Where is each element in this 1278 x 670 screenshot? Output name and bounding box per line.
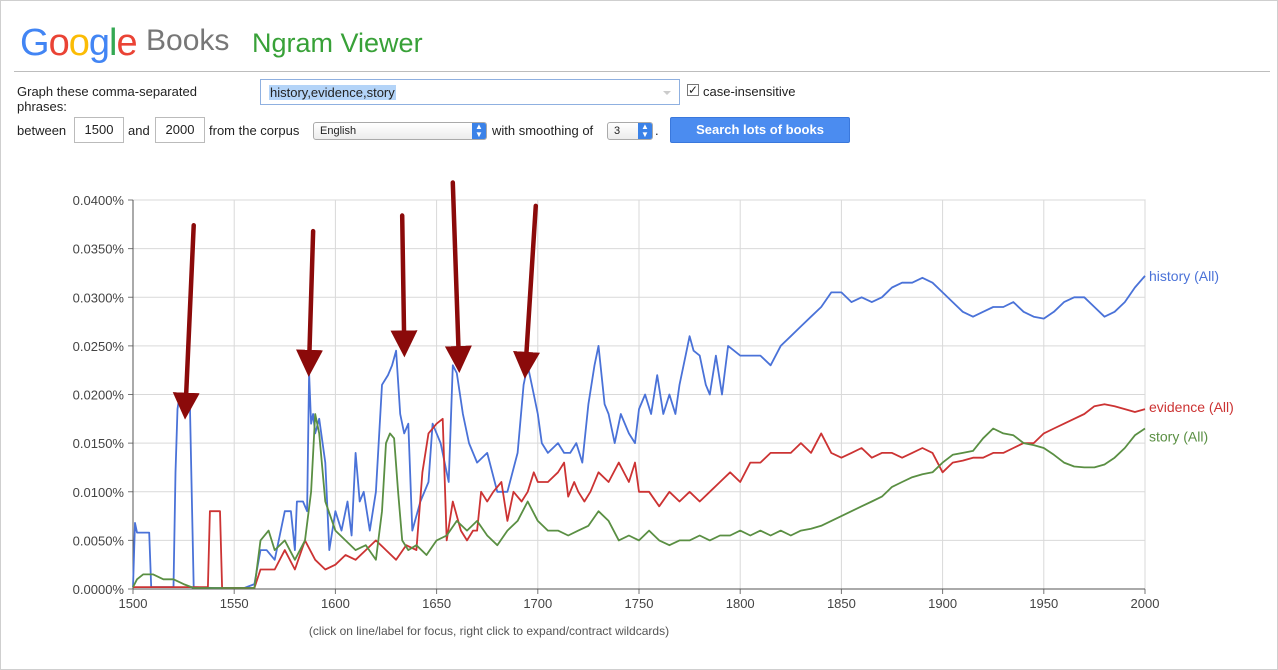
- logo-letter: g: [88, 22, 110, 64]
- smoothing-label: with smoothing of: [492, 123, 594, 138]
- case-insensitive-checkbox[interactable]: ✓: [687, 84, 699, 96]
- x-tick-label: 1850: [827, 596, 856, 611]
- series-line-story[interactable]: [132, 413, 1146, 589]
- series-label-evidence[interactable]: evidence (All): [1149, 399, 1234, 415]
- smoothing-select-value: 3: [614, 125, 621, 137]
- books-label: Books: [146, 24, 230, 57]
- phrases-label-line1: Graph these comma-separated: [17, 84, 197, 99]
- x-tick-label: 1750: [625, 596, 654, 611]
- select-arrows-icon: ▲ ▼: [638, 123, 652, 139]
- chart-footnote: (click on line/label for focus, right cl…: [309, 624, 669, 638]
- y-tick-label: 0.0100%: [73, 485, 125, 500]
- y-tick-label: 0.0200%: [73, 388, 125, 403]
- smoothing-select[interactable]: 3 ▲ ▼: [607, 122, 653, 140]
- y-tick-label: 0.0350%: [73, 242, 125, 257]
- case-insensitive-label: case-insensitive: [703, 84, 796, 99]
- y-tick-label: 0.0000%: [73, 582, 125, 597]
- series-label-history[interactable]: history (All): [1149, 268, 1219, 284]
- x-tick-label: 1600: [321, 596, 350, 611]
- annotation-arrow: [390, 213, 418, 358]
- end-year-input[interactable]: 2000: [155, 117, 205, 143]
- google-logo[interactable]: Google: [20, 22, 138, 65]
- x-tick-label: 1950: [1029, 596, 1058, 611]
- period: .: [655, 123, 659, 138]
- corpus-select[interactable]: English ▲ ▼: [313, 122, 487, 140]
- checkmark-icon: ✓: [688, 83, 699, 97]
- logo-letter: G: [20, 22, 50, 64]
- annotation-arrow: [172, 223, 200, 420]
- logo-letter: l: [108, 22, 118, 64]
- logo-letter: o: [68, 22, 90, 64]
- x-tick-label: 1700: [523, 596, 552, 611]
- series-label-story[interactable]: story (All): [1149, 429, 1208, 445]
- corpus-label: from the corpus: [209, 123, 300, 138]
- series-line-evidence[interactable]: [133, 403, 1146, 589]
- x-tick-label: 1500: [119, 596, 148, 611]
- y-tick-label: 0.0150%: [73, 436, 125, 451]
- series-line-history[interactable]: [132, 275, 1146, 589]
- and-label: and: [128, 123, 150, 138]
- chevron-down-icon[interactable]: [663, 91, 671, 95]
- logo-letter: o: [48, 22, 70, 64]
- y-tick-label: 0.0250%: [73, 339, 125, 354]
- phrases-label-line2: phrases:: [17, 99, 67, 114]
- phrases-input-value: history,evidence,story: [269, 85, 396, 100]
- app-title: Ngram Viewer: [252, 28, 423, 58]
- phrases-input[interactable]: history,evidence,story: [260, 79, 680, 105]
- annotation-arrow: [444, 180, 472, 373]
- x-tick-label: 1800: [726, 596, 755, 611]
- select-arrows-icon: ▲ ▼: [472, 123, 486, 139]
- y-tick-label: 0.0300%: [73, 290, 125, 305]
- start-year-input[interactable]: 1500: [74, 117, 124, 143]
- x-tick-label: 1900: [928, 596, 957, 611]
- x-tick-label: 2000: [1131, 596, 1160, 611]
- between-label: between: [17, 123, 67, 138]
- y-tick-label: 0.0050%: [73, 533, 125, 548]
- search-button[interactable]: Search lots of books: [670, 117, 850, 143]
- x-tick-label: 1650: [422, 596, 451, 611]
- header-divider: [14, 71, 1270, 72]
- corpus-select-value: English: [320, 125, 357, 137]
- annotation-arrow: [513, 203, 540, 379]
- y-tick-label: 0.0400%: [73, 193, 125, 208]
- annotation-arrow: [296, 228, 323, 377]
- logo-letter: e: [116, 22, 137, 64]
- x-tick-label: 1550: [220, 596, 249, 611]
